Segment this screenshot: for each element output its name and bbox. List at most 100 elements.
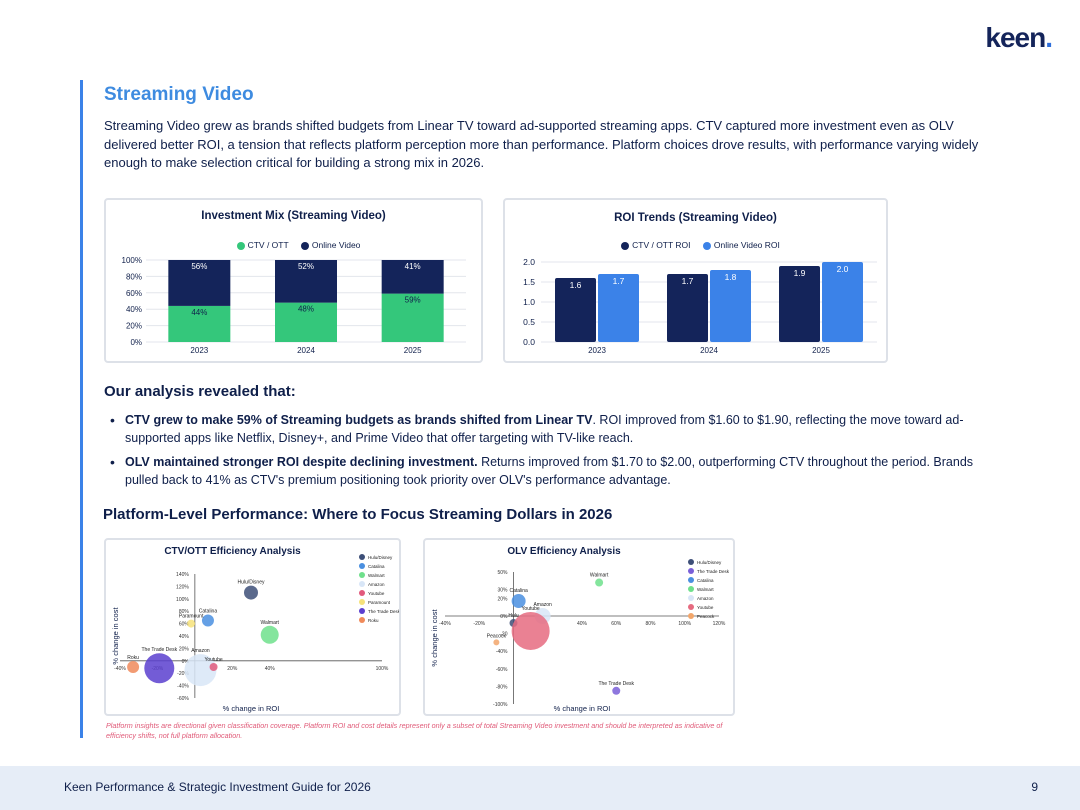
point-label: Amazon xyxy=(191,648,210,654)
y-tick-label: -60% xyxy=(496,667,508,673)
analysis-title: Our analysis revealed that: xyxy=(104,383,296,400)
scatter-point xyxy=(127,661,140,673)
legend-swatch xyxy=(688,595,694,601)
investment-mix-chart: 0% 20% 40% 60% 80% 100% 44% 56% 2023 48% 52% 2024 59… xyxy=(122,256,466,355)
roi-trends-card: ROI Trends (Streaming Video) CTV / OTT R… xyxy=(503,198,888,363)
roi-bar xyxy=(779,266,820,342)
x-tick-label: 100% xyxy=(678,621,691,627)
olv-scatter-title: OLV Efficiency Analysis xyxy=(507,546,621,557)
legend-swatch xyxy=(359,572,365,578)
legend-swatch xyxy=(359,563,365,569)
y-tick-label: 60% xyxy=(179,622,190,628)
y-tick-label: -20% xyxy=(177,671,189,677)
scatter-point xyxy=(260,625,279,644)
roi-legend: CTV / OTT ROI Online Video ROI xyxy=(505,240,886,250)
legend-swatch xyxy=(359,608,365,614)
point-label: Paramount xyxy=(179,614,204,620)
legend-swatch xyxy=(359,581,365,587)
legend-label-ctv: CTV / OTT xyxy=(247,240,289,250)
y-tick-label: 50% xyxy=(497,570,508,576)
olv-efficiency-chart: -40% -20% 40% 60% 80% 100% 120% -100% -80% -60% -4… xyxy=(430,559,730,713)
platform-title: Platform-Level Performance: Where to Foc… xyxy=(103,506,613,523)
legend-label-ctv-roi: CTV / OTT ROI xyxy=(632,240,691,250)
legend-label: Youtube xyxy=(697,605,714,610)
y-tick-label: 1.5 xyxy=(523,277,535,287)
y-axis-label: % change in cost xyxy=(430,609,439,667)
legend-swatch xyxy=(359,590,365,596)
x-tick-label: 40% xyxy=(265,666,276,672)
legend-swatch xyxy=(359,554,365,560)
bullet-text: Returns improved from $1.70 to $2.00, ou… xyxy=(125,455,974,487)
y-tick-label: 80% xyxy=(126,272,142,281)
y-tick-label: -60% xyxy=(177,696,189,702)
legend-swatch-olv-roi xyxy=(702,241,711,250)
data-label: 44% xyxy=(191,308,207,317)
y-tick-label: 0.5 xyxy=(523,317,535,327)
scatter-point xyxy=(244,585,258,600)
ctv-efficiency-card: CTV/OTT Efficiency Analysis -40% -20% 20% 4… xyxy=(104,538,401,716)
x-tick-label: -40% xyxy=(114,666,126,672)
x-tick-label: -40% xyxy=(439,621,451,627)
legend-swatch xyxy=(688,586,694,592)
x-tick-label: 100% xyxy=(376,666,389,672)
legend-swatch xyxy=(688,613,694,619)
legend-label-online: Online Video xyxy=(311,240,361,250)
legend-label: The Trade Desk xyxy=(697,569,730,574)
legend-label: Hulu/Disney xyxy=(697,560,722,565)
legend-label: Paramount xyxy=(368,600,391,605)
x-tick-label: 60% xyxy=(611,621,622,627)
legend-label: Walmart xyxy=(368,573,385,578)
y-tick-label: 120% xyxy=(176,584,189,590)
bar-segment xyxy=(381,260,444,294)
x-tick-label: 120% xyxy=(713,621,726,627)
x-tick-label: 2024 xyxy=(297,346,315,355)
point-label: Hulu/Disney xyxy=(238,580,265,586)
point-label: The Trade Desk xyxy=(142,647,178,653)
y-axis-label: % change in cost xyxy=(111,607,120,665)
bar-segment xyxy=(168,260,231,306)
footer-text: Keen Performance & Strategic Investment … xyxy=(64,780,371,794)
point-label: Catalina xyxy=(509,588,528,594)
data-label: 1.8 xyxy=(725,272,737,282)
investment-legend: CTV / OTT Online Video xyxy=(106,240,481,250)
legend-label: Catalina xyxy=(368,564,385,569)
footer: Keen Performance & Strategic Investment … xyxy=(0,766,1080,810)
data-label: 1.7 xyxy=(613,276,625,286)
legend-label: Amazon xyxy=(697,596,714,601)
legend-label-olv-roi: Online Video ROI xyxy=(713,240,780,250)
legend-label: Youtube xyxy=(368,591,385,596)
point-label: Walmart xyxy=(260,620,279,626)
bar-segment xyxy=(168,305,231,342)
point-label: The Trade Desk xyxy=(598,681,634,687)
data-label: 52% xyxy=(298,262,314,271)
x-tick-label: 40% xyxy=(577,621,588,627)
analysis-bullet: OLV maintained stronger ROI despite decl… xyxy=(110,453,990,489)
ctv-scatter-title: CTV/OTT Efficiency Analysis xyxy=(164,546,301,557)
data-label: 59% xyxy=(405,296,421,305)
scatter-point xyxy=(144,653,175,684)
scatter-point xyxy=(209,663,218,671)
legend-label: Hulu/Disney xyxy=(368,555,393,560)
data-label: 1.6 xyxy=(570,280,582,290)
legend-label: Walmart xyxy=(697,587,714,592)
bar-segment xyxy=(381,293,444,342)
point-label: Amazon xyxy=(533,602,552,608)
bullet-text: . ROI improved from $1.60 to $1.90, refl… xyxy=(125,413,964,445)
point-label: Roku xyxy=(127,655,139,661)
x-tick-label: 2025 xyxy=(812,346,830,355)
y-tick-label: 140% xyxy=(176,572,189,578)
roi-bar xyxy=(555,278,596,342)
bar-segment xyxy=(275,302,337,342)
olv-efficiency-card: OLV Efficiency Analysis -40% -20% 40% 60% 80… xyxy=(423,538,735,716)
y-tick-label: 80% xyxy=(179,609,190,615)
legend-swatch-ctv-roi xyxy=(621,241,630,250)
y-tick-label: -40% xyxy=(177,684,189,690)
bar-segment xyxy=(275,260,337,303)
y-tick-label: -100% xyxy=(493,702,508,708)
scatter-point xyxy=(595,578,604,587)
data-label: 48% xyxy=(298,305,314,314)
legend-label: Peacock xyxy=(697,614,715,619)
roi-bar xyxy=(667,274,708,342)
y-tick-label: 0% xyxy=(130,338,142,347)
data-label: 56% xyxy=(191,262,207,271)
